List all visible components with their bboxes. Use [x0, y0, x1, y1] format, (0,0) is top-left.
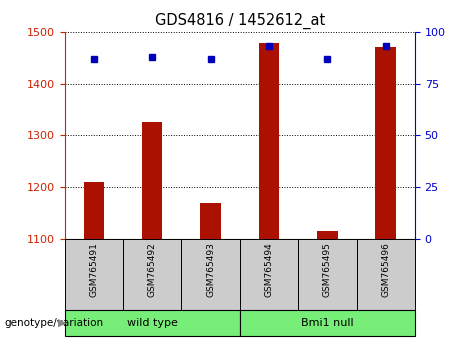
Text: genotype/variation: genotype/variation [5, 318, 104, 328]
Bar [240, 239, 298, 310]
Bar [298, 239, 356, 310]
Title: GDS4816 / 1452612_at: GDS4816 / 1452612_at [154, 13, 325, 29]
Bar [65, 310, 240, 336]
Text: GSM765492: GSM765492 [148, 242, 157, 297]
Bar [375, 47, 396, 239]
Text: GSM765494: GSM765494 [265, 242, 273, 297]
Text: wild type: wild type [127, 318, 177, 328]
Bar [65, 239, 123, 310]
Bar [181, 239, 240, 310]
Text: GSM765495: GSM765495 [323, 242, 332, 297]
Text: GSM765491: GSM765491 [89, 242, 98, 297]
Bar [83, 182, 104, 239]
Bar [123, 239, 181, 310]
Text: GSM765493: GSM765493 [206, 242, 215, 297]
Bar [200, 203, 221, 239]
Text: GSM765496: GSM765496 [381, 242, 390, 297]
Bar [356, 239, 415, 310]
Bar [142, 122, 162, 239]
Bar [317, 231, 337, 239]
Text: ▶: ▶ [58, 318, 66, 328]
Text: Bmi1 null: Bmi1 null [301, 318, 354, 328]
Bar [240, 310, 415, 336]
Bar [259, 43, 279, 239]
